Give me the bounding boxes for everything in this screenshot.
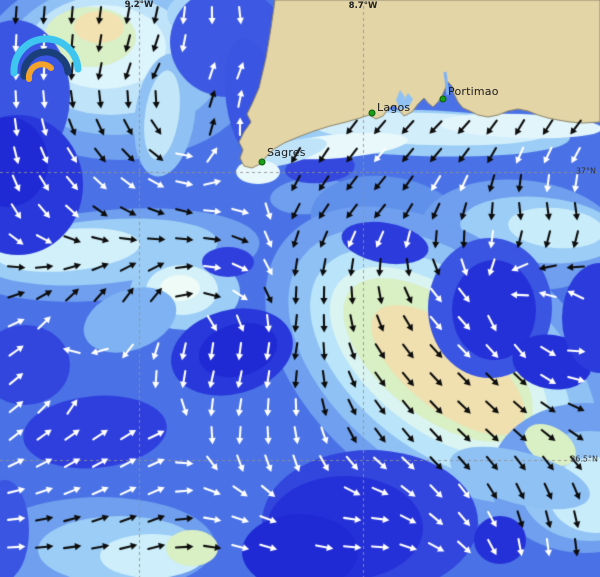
town-label-sagres[interactable]: Sagres bbox=[267, 146, 306, 159]
town-marker-portimao[interactable] bbox=[439, 95, 447, 103]
town-label-lagos[interactable]: Lagos bbox=[377, 101, 411, 114]
town-marker-lagos[interactable] bbox=[368, 109, 376, 117]
town-label-portimao[interactable]: Portimao bbox=[448, 85, 499, 98]
town-marker-sagres[interactable] bbox=[258, 158, 266, 166]
